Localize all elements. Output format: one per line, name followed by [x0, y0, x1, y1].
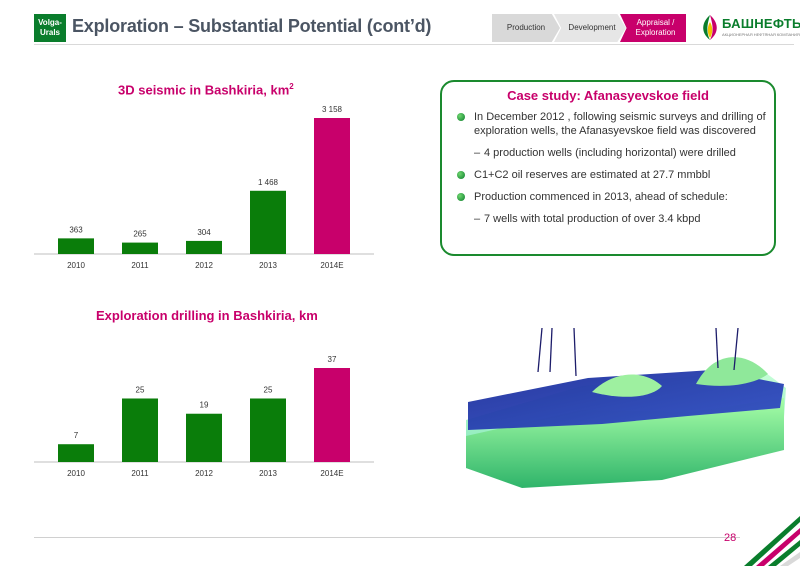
case-study-title: Case study: Afanasyevskoe field: [507, 88, 709, 103]
case-study-subitem: – 7 wells with total production of over …: [450, 212, 768, 226]
step-appraisal-label-1: Appraisal /: [636, 18, 675, 27]
seismic-chart-title-sup: 2: [289, 82, 294, 91]
logo-tagline: АКЦИОНЕРНАЯ НЕФТЯНАЯ КОМПАНИЯ: [722, 32, 800, 37]
x-tick-label: 2011: [131, 469, 149, 478]
data-label: 1 468: [258, 178, 279, 187]
x-tick-label: 2014E: [320, 469, 343, 478]
region-line-1: Volga-: [38, 18, 62, 27]
bar: [314, 368, 350, 462]
corner-stripes-decoration: [744, 516, 800, 566]
seismic-chart-title-text: 3D seismic in Bashkiria, km: [118, 82, 290, 98]
step-appraisal-label-2: Exploration: [635, 28, 676, 37]
step-production: Production: [492, 14, 560, 42]
case-study-item-text: 7 wells with total production of over 3.…: [484, 213, 701, 225]
data-label: 37: [328, 355, 337, 364]
case-study-item: C1+C2 oil reserves are estimated at 27.7…: [450, 168, 768, 182]
x-tick-label: 2010: [67, 261, 85, 270]
data-label: 304: [197, 228, 211, 237]
footer-divider: [34, 537, 740, 538]
logo-wordmark: БАШНЕФТЬ: [722, 16, 800, 31]
green-bullet-icon: [457, 113, 465, 121]
seismic-chart-title: 3D seismic in Bashkiria, km2: [118, 82, 294, 97]
bar: [58, 444, 94, 462]
x-tick-label: 2013: [259, 261, 277, 270]
bar: [122, 398, 158, 462]
dash-icon: –: [474, 213, 481, 225]
bar: [186, 413, 222, 462]
page-title: Exploration – Substantial Potential (con…: [72, 16, 432, 36]
case-study-item: Production commenced in 2013, ahead of s…: [450, 190, 768, 204]
x-tick-label: 2013: [259, 469, 277, 478]
case-study-item: In December 2012 , following seismic sur…: [450, 110, 768, 138]
logo-flame-icon: [703, 15, 717, 40]
region-line-2: Urals: [39, 28, 60, 37]
bar: [186, 240, 222, 254]
data-label: 3 158: [322, 105, 343, 114]
data-label: 265: [133, 230, 147, 239]
step-development: Development: [554, 14, 626, 42]
header-divider: [34, 44, 794, 45]
x-tick-label: 2014E: [320, 261, 343, 270]
bar: [122, 242, 158, 254]
bar: [58, 238, 94, 254]
case-study-subitem: – 4 production wells (including horizont…: [450, 146, 768, 160]
data-label: 19: [200, 401, 209, 410]
bar: [250, 398, 286, 462]
drilling-chart-title: Exploration drilling in Bashkiria, km: [96, 308, 318, 323]
case-study-box: Case study: Afanasyevskoe field In Decem…: [440, 80, 776, 256]
step-appraisal-exploration: Appraisal / Exploration: [620, 14, 686, 42]
page-number: 28: [724, 532, 737, 544]
x-tick-label: 2012: [195, 261, 213, 270]
company-logo: БАШНЕФТЬ АКЦИОНЕРНАЯ НЕФТЯНАЯ КОМПАНИЯ: [698, 12, 800, 44]
drilling-bar-chart: 7 2010 25 2011 19 2012 25 2013 37 2014E: [34, 355, 374, 478]
data-label: 25: [264, 385, 273, 394]
case-study-item-text: In December 2012 , following seismic sur…: [474, 111, 766, 137]
header: Volga- Urals Exploration – Substantial P…: [0, 0, 800, 48]
case-study-item-text: C1+C2 oil reserves are estimated at 27.7…: [474, 169, 711, 181]
seismic-bar-chart: 363 2010 265 2011 304 2012 1 468 2013 3 158 2014E: [34, 105, 374, 270]
data-label: 7: [74, 431, 79, 440]
data-label: 363: [69, 225, 83, 234]
case-study-item-text: 4 production wells (including horizontal…: [484, 147, 736, 159]
x-tick-label: 2010: [67, 469, 85, 478]
x-tick-label: 2011: [131, 261, 149, 270]
bar: [314, 118, 350, 254]
case-study-list: In December 2012 , following seismic sur…: [450, 110, 768, 234]
dash-icon: –: [474, 147, 481, 159]
step-production-label: Production: [506, 23, 546, 32]
case-study-item-text: Production commenced in 2013, ahead of s…: [474, 191, 728, 203]
data-label: 25: [136, 385, 145, 394]
step-development-label: Development: [568, 23, 616, 32]
bar: [250, 190, 286, 254]
green-bullet-icon: [457, 193, 465, 201]
x-tick-label: 2012: [195, 469, 213, 478]
green-bullet-icon: [457, 171, 465, 179]
region-badge: Volga- Urals: [34, 14, 66, 42]
field-3d-model-image: [466, 328, 786, 488]
